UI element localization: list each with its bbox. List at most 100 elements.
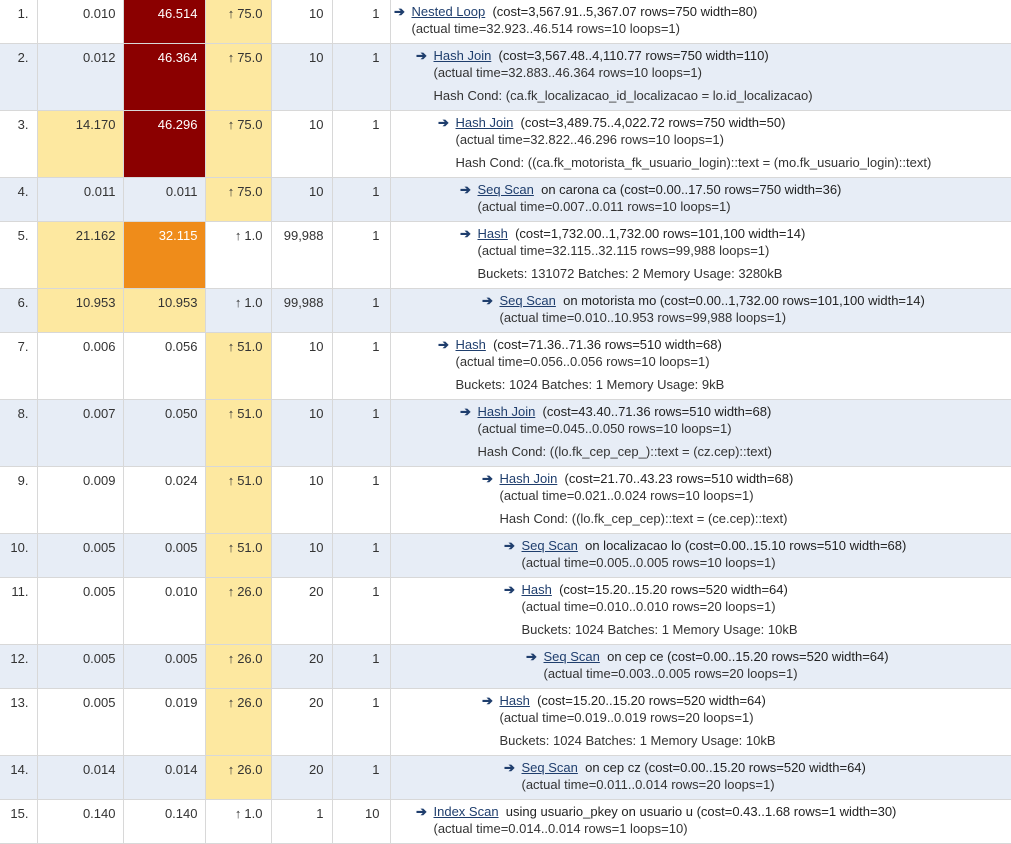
row-number: 5. xyxy=(0,221,38,289)
node-line: ➔ Hash Join (cost=3,567.48..4,110.77 rows… xyxy=(415,47,1011,64)
node-block: ➔ Nested Loop (cost=3,567.91..5,367.07 ro… xyxy=(391,3,1011,37)
node-details: (cost=71.36..71.36 rows=510 width=68) xyxy=(493,337,722,352)
node-block: ➔ Index Scan using usuario_pkey on usuari… xyxy=(391,803,1011,837)
exclusive-time: 0.006 xyxy=(37,332,124,400)
actual-rows: 10 xyxy=(271,177,333,222)
node-details: (cost=3,567.48..4,110.77 rows=750 width=… xyxy=(498,48,769,63)
node-cell: ➔ Index Scan using usuario_pkey on usuari… xyxy=(390,799,1011,844)
row-number: 13. xyxy=(0,688,38,756)
node-details: on motorista mo (cost=0.00..1,732.00 row… xyxy=(563,293,925,308)
node-block: ➔ Seq Scan on cep ce (cost=0.00..15.20 ro… xyxy=(391,648,1011,682)
actual-stats: (actual time=32.923..46.514 rows=10 loop… xyxy=(411,21,680,36)
up-arrow-icon: ↑ xyxy=(227,762,235,777)
rows-estimate: ↑ 26.0 xyxy=(205,577,272,645)
estimate-factor: 26.0 xyxy=(237,695,263,710)
inclusive-time: 0.056 xyxy=(123,332,206,400)
node-details: using usuario_pkey on usuario u (cost=0.… xyxy=(505,804,897,819)
up-arrow-icon: ↑ xyxy=(234,228,242,243)
row-number: 3. xyxy=(0,110,38,178)
up-arrow-icon: ↑ xyxy=(227,651,235,666)
loops-count: 1 xyxy=(332,688,391,756)
node-type-link[interactable]: Hash Join xyxy=(455,115,514,130)
node-type-link[interactable]: Seq Scan xyxy=(477,182,534,197)
node-line: ➔ Hash Join (cost=3,489.75..4,022.72 rows… xyxy=(437,114,1011,131)
node-type-link[interactable]: Seq Scan xyxy=(521,760,578,775)
inclusive-time: 0.024 xyxy=(123,466,206,534)
node-type-link[interactable]: Hash Join xyxy=(477,404,536,419)
right-arrow-icon: ➔ xyxy=(394,4,405,19)
actual-stats: (actual time=0.056..0.056 rows=10 loops=… xyxy=(455,354,710,369)
node-cell: ➔ Seq Scan on motorista mo (cost=0.00..1,… xyxy=(390,288,1011,333)
node-details: (cost=21.70..43.23 rows=510 width=68) xyxy=(564,471,794,486)
row-number: 8. xyxy=(0,399,38,467)
exclusive-time: 0.011 xyxy=(37,177,124,222)
loops-count: 1 xyxy=(332,177,391,222)
actual-stats: (actual time=0.010..0.010 rows=20 loops=… xyxy=(521,599,776,614)
node-cell: ➔ Seq Scan on localizacao lo (cost=0.00..… xyxy=(390,533,1011,578)
exclusive-time: 0.005 xyxy=(37,688,124,756)
estimate-factor: 51.0 xyxy=(237,339,263,354)
node-type-link[interactable]: Nested Loop xyxy=(411,4,486,19)
node-extra-info: Buckets: 131072 Batches: 2 Memory Usage:… xyxy=(477,266,783,281)
exclusive-time: 21.162 xyxy=(37,221,124,289)
rows-estimate: ↑ 51.0 xyxy=(205,466,272,534)
up-arrow-icon: ↑ xyxy=(227,540,235,555)
node-type-link[interactable]: Seq Scan xyxy=(543,649,600,664)
actual-rows: 10 xyxy=(271,0,333,44)
node-type-link[interactable]: Hash Join xyxy=(433,48,492,63)
actual-rows: 20 xyxy=(271,577,333,645)
exclusive-time: 0.010 xyxy=(37,0,124,44)
node-line: ➔ Hash Join (cost=43.40..71.36 rows=510 w… xyxy=(459,403,1011,420)
node-type-link[interactable]: Seq Scan xyxy=(521,538,578,553)
estimate-factor: 26.0 xyxy=(237,584,263,599)
up-arrow-icon: ↑ xyxy=(234,295,242,310)
inclusive-time: 0.019 xyxy=(123,688,206,756)
node-extra-info: Buckets: 1024 Batches: 1 Memory Usage: 1… xyxy=(521,622,798,637)
node-line: ➔ Seq Scan on cep cz (cost=0.00..15.20 ro… xyxy=(503,759,1011,776)
node-block: ➔ Hash Join (cost=21.70..43.23 rows=510 w… xyxy=(391,470,1011,527)
actual-rows: 10 xyxy=(271,533,333,578)
loops-count: 1 xyxy=(332,43,391,111)
exclusive-time: 10.953 xyxy=(37,288,124,333)
loops-count: 1 xyxy=(332,288,391,333)
actual-stats: (actual time=0.010..10.953 rows=99,988 l… xyxy=(499,310,787,325)
node-block: ➔ Hash Join (cost=3,567.48..4,110.77 rows… xyxy=(391,47,1011,104)
row-number: 7. xyxy=(0,332,38,400)
node-type-link[interactable]: Hash Join xyxy=(499,471,558,486)
actual-rows: 10 xyxy=(271,110,333,178)
inclusive-time: 46.514 xyxy=(123,0,206,44)
node-line: ➔ Index Scan using usuario_pkey on usuari… xyxy=(415,803,1011,820)
inclusive-time: 32.115 xyxy=(123,221,206,289)
estimate-factor: 51.0 xyxy=(237,406,263,421)
loops-count: 1 xyxy=(332,466,391,534)
plan-row: 4. 0.011 0.011 ↑ 75.0 10 1 ➔ Seq Scan on carona … xyxy=(0,177,1011,222)
node-line: ➔ Seq Scan on carona ca (cost=0.00..17.50… xyxy=(459,181,1011,198)
node-type-link[interactable]: Seq Scan xyxy=(499,293,556,308)
right-arrow-icon: ➔ xyxy=(504,582,515,597)
row-number: 11. xyxy=(0,577,38,645)
rows-estimate: ↑ 75.0 xyxy=(205,0,272,44)
actual-rows: 10 xyxy=(271,332,333,400)
actual-stats: (actual time=32.883..46.364 rows=10 loop… xyxy=(433,65,702,80)
rows-estimate: ↑ 26.0 xyxy=(205,688,272,756)
node-type-link[interactable]: Hash xyxy=(499,693,530,708)
inclusive-time: 0.140 xyxy=(123,799,206,844)
row-number: 2. xyxy=(0,43,38,111)
node-cell: ➔ Seq Scan on cep cz (cost=0.00..15.20 ro… xyxy=(390,755,1011,800)
node-block: ➔ Hash Join (cost=3,489.75..4,022.72 rows… xyxy=(391,114,1011,171)
exclusive-time: 0.140 xyxy=(37,799,124,844)
loops-count: 1 xyxy=(332,110,391,178)
plan-row: 9. 0.009 0.024 ↑ 51.0 10 1 ➔ Hash Join (cost=21.… xyxy=(0,466,1011,534)
node-type-link[interactable]: Hash xyxy=(521,582,552,597)
node-block: ➔ Seq Scan on localizacao lo (cost=0.00..… xyxy=(391,537,1011,571)
node-cell: ➔ Hash Join (cost=43.40..71.36 rows=510 w… xyxy=(390,399,1011,467)
node-type-link[interactable]: Index Scan xyxy=(433,804,499,819)
node-type-link[interactable]: Hash xyxy=(455,337,486,352)
node-type-link[interactable]: Hash xyxy=(477,226,508,241)
up-arrow-icon: ↑ xyxy=(227,117,235,132)
actual-rows: 99,988 xyxy=(271,221,333,289)
node-details: on cep ce (cost=0.00..15.20 rows=520 wid… xyxy=(607,649,889,664)
node-line: ➔ Hash (cost=71.36..71.36 rows=510 width=… xyxy=(437,336,1011,353)
row-number: 14. xyxy=(0,755,38,800)
